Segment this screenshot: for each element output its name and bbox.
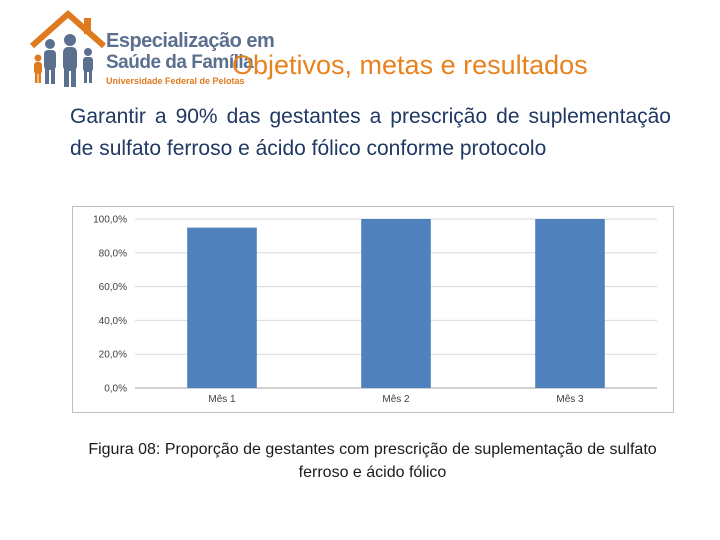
logo-line-universidade: Universidade Federal de Pelotas bbox=[106, 76, 245, 86]
family-house-icon bbox=[30, 9, 106, 87]
logo-line-saude-familia: Saúde da Família bbox=[106, 52, 254, 73]
x-tick-label: Mês 3 bbox=[556, 394, 584, 405]
figure-caption: Figura 08: Proporção de gestantes com pr… bbox=[88, 441, 657, 481]
y-tick-label: 40,0% bbox=[99, 316, 127, 327]
chart-canvas: 0,0% 20,0% 40,0% 60,0% 80,0% 100,0% Mês 1 Mês 2… bbox=[93, 215, 657, 405]
bar bbox=[187, 227, 257, 388]
logo: Especialização em Saúde da Família Unive… bbox=[28, 8, 275, 92]
bar-chart: 0,0% 20,0% 40,0% 60,0% 80,0% 100,0% Mês 1 Mês 2… bbox=[72, 206, 674, 413]
y-tick-label: 20,0% bbox=[99, 350, 127, 361]
logo-line-especializacao: Especialização em bbox=[106, 30, 275, 52]
slide-title: Objetivos, metas e resultados bbox=[232, 50, 588, 80]
y-tick-label: 60,0% bbox=[99, 282, 127, 293]
bar bbox=[361, 219, 431, 388]
y-tick-label: 80,0% bbox=[99, 248, 127, 259]
x-tick-label: Mês 2 bbox=[382, 394, 410, 405]
x-tick-label: Mês 1 bbox=[208, 394, 236, 405]
y-tick-label: 100,0% bbox=[93, 215, 127, 226]
y-tick-label: 0,0% bbox=[104, 384, 127, 395]
goal-statement: Garantir a 90% das gestantes a prescriçã… bbox=[70, 105, 671, 160]
bar bbox=[535, 219, 605, 388]
